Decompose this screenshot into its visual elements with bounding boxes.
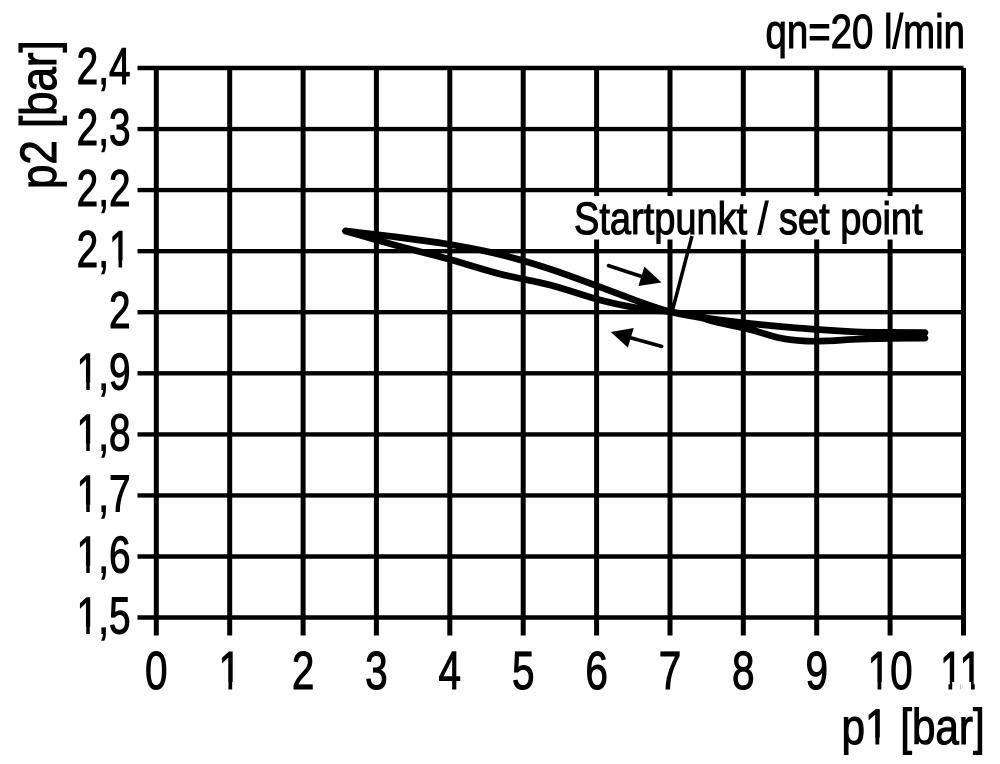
svg-text:1,8: 1,8 [77,403,131,462]
svg-text:2,1: 2,1 [77,220,131,279]
svg-text:2,3: 2,3 [77,97,131,156]
svg-text:2: 2 [292,641,315,701]
svg-text:1,7: 1,7 [77,464,131,523]
svg-text:p1 [bar]: p1 [bar] [842,699,985,755]
svg-text:2: 2 [109,281,131,340]
svg-text:1: 1 [218,641,241,701]
svg-text:qn=20 l/min: qn=20 l/min [766,6,966,59]
svg-text:10: 10 [868,641,913,701]
svg-text:2,4: 2,4 [77,36,131,95]
svg-text:9: 9 [805,641,828,701]
svg-text:1,9: 1,9 [77,342,131,401]
svg-text:7: 7 [659,641,682,701]
svg-text:1,6: 1,6 [77,525,131,584]
svg-text:Startpunkt / set point: Startpunkt / set point [574,193,923,244]
svg-text:p2 [bar]: p2 [bar] [11,40,68,189]
svg-text:3: 3 [365,641,388,701]
svg-text:6: 6 [585,641,608,701]
svg-text:4: 4 [439,641,462,701]
svg-text:11: 11 [940,641,982,701]
svg-text:8: 8 [732,641,755,701]
svg-text:5: 5 [512,641,535,701]
svg-text:1,5: 1,5 [77,586,131,645]
svg-text:0: 0 [145,641,168,701]
svg-text:2,2: 2,2 [77,158,131,217]
